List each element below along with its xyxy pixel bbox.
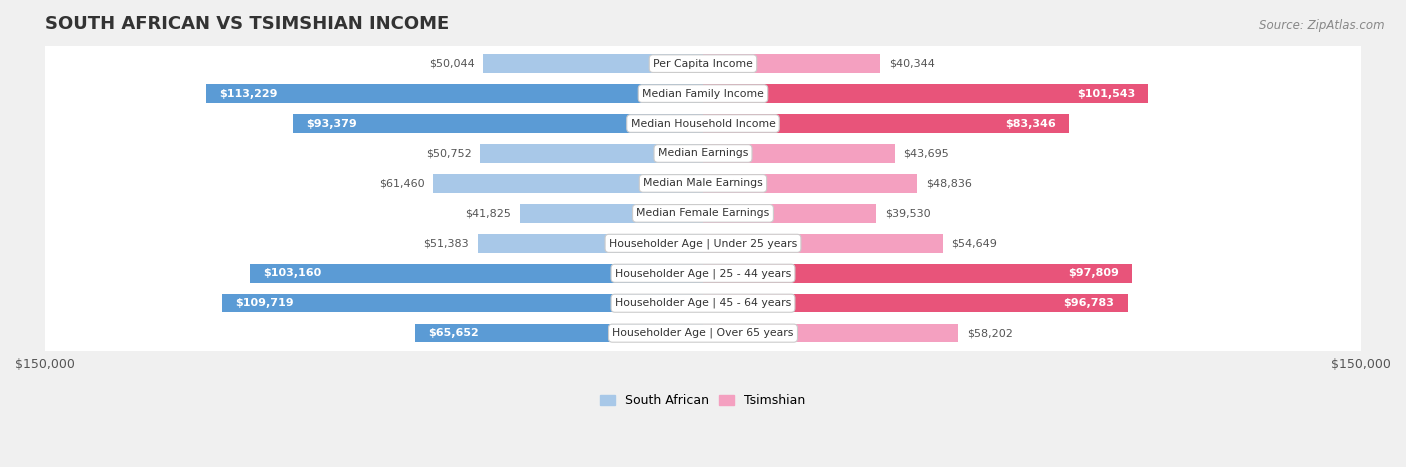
Bar: [433, 174, 703, 193]
Text: Median Earnings: Median Earnings: [658, 149, 748, 158]
Bar: [703, 204, 876, 223]
FancyBboxPatch shape: [37, 0, 1369, 467]
Text: SOUTH AFRICAN VS TSIMSHIAN INCOME: SOUTH AFRICAN VS TSIMSHIAN INCOME: [45, 15, 449, 33]
Text: $40,344: $40,344: [889, 59, 935, 69]
Bar: [703, 174, 917, 193]
Text: $93,379: $93,379: [307, 119, 357, 128]
Bar: [703, 54, 880, 73]
FancyBboxPatch shape: [37, 0, 1369, 467]
Bar: [481, 144, 703, 163]
Text: Median Male Earnings: Median Male Earnings: [643, 178, 763, 188]
FancyBboxPatch shape: [37, 0, 1369, 467]
Text: $113,229: $113,229: [219, 89, 278, 99]
Text: Source: ZipAtlas.com: Source: ZipAtlas.com: [1260, 19, 1385, 32]
Text: $96,783: $96,783: [1063, 298, 1115, 308]
Text: $39,530: $39,530: [886, 208, 931, 219]
Bar: [478, 234, 703, 253]
Text: $51,383: $51,383: [423, 238, 468, 248]
Text: $41,825: $41,825: [465, 208, 510, 219]
Text: $61,460: $61,460: [380, 178, 425, 188]
Text: Householder Age | 25 - 44 years: Householder Age | 25 - 44 years: [614, 268, 792, 278]
Bar: [703, 144, 894, 163]
Legend: South African, Tsimshian: South African, Tsimshian: [595, 389, 811, 412]
Bar: [703, 324, 959, 342]
Text: $101,543: $101,543: [1077, 89, 1135, 99]
FancyBboxPatch shape: [37, 0, 1369, 467]
Bar: [484, 54, 703, 73]
Bar: [415, 324, 703, 342]
Text: $50,044: $50,044: [429, 59, 475, 69]
FancyBboxPatch shape: [37, 0, 1369, 467]
Bar: [703, 294, 1128, 312]
Bar: [703, 85, 1149, 103]
Bar: [250, 264, 703, 283]
Bar: [294, 114, 703, 133]
Bar: [703, 264, 1132, 283]
FancyBboxPatch shape: [37, 0, 1369, 467]
Text: $54,649: $54,649: [952, 238, 997, 248]
Text: $50,752: $50,752: [426, 149, 471, 158]
FancyBboxPatch shape: [37, 0, 1369, 467]
FancyBboxPatch shape: [37, 0, 1369, 467]
Text: $58,202: $58,202: [967, 328, 1012, 338]
Text: $43,695: $43,695: [904, 149, 949, 158]
FancyBboxPatch shape: [37, 0, 1369, 467]
Text: Householder Age | Over 65 years: Householder Age | Over 65 years: [612, 328, 794, 339]
Text: Median Female Earnings: Median Female Earnings: [637, 208, 769, 219]
Text: Median Family Income: Median Family Income: [643, 89, 763, 99]
Text: Householder Age | Under 25 years: Householder Age | Under 25 years: [609, 238, 797, 248]
Text: $103,160: $103,160: [263, 268, 322, 278]
Bar: [519, 204, 703, 223]
Text: $109,719: $109,719: [235, 298, 294, 308]
Bar: [207, 85, 703, 103]
Text: $97,809: $97,809: [1069, 268, 1119, 278]
Text: Median Household Income: Median Household Income: [630, 119, 776, 128]
Text: $83,346: $83,346: [1005, 119, 1056, 128]
FancyBboxPatch shape: [37, 0, 1369, 467]
Text: $48,836: $48,836: [927, 178, 972, 188]
Text: Householder Age | 45 - 64 years: Householder Age | 45 - 64 years: [614, 298, 792, 309]
Bar: [703, 234, 943, 253]
Bar: [703, 114, 1069, 133]
Bar: [222, 294, 703, 312]
Text: $65,652: $65,652: [429, 328, 479, 338]
Text: Per Capita Income: Per Capita Income: [652, 59, 754, 69]
